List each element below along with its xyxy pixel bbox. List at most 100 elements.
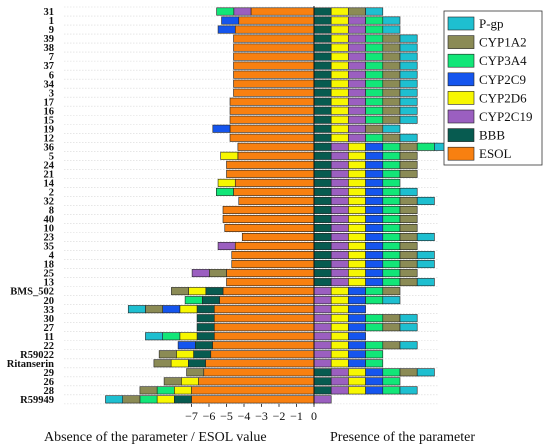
present-cyp2c9-segment	[348, 341, 366, 350]
present-bbb-segment	[313, 178, 332, 187]
present-p-gp-segment	[399, 106, 418, 115]
present-cyp2d6-segment	[348, 151, 366, 160]
present-cyp2d6-segment	[330, 88, 349, 97]
compound-label: 5	[49, 151, 54, 162]
present-bbb-segment	[313, 169, 332, 178]
esol-bar	[229, 133, 315, 142]
present-cyp1a2-segment	[382, 79, 401, 88]
x-tick-label: −2	[273, 409, 286, 423]
present-cyp2d6-segment	[348, 242, 366, 251]
present-cyp3a4-segment	[382, 196, 401, 205]
esol-bar	[229, 115, 315, 124]
present-cyp2c9-segment	[365, 269, 384, 278]
present-cyp2c19-segment	[348, 25, 366, 34]
present-bbb-segment	[313, 233, 332, 242]
present-cyp1a2-segment	[382, 323, 401, 332]
present-cyp1a2-segment	[399, 142, 418, 151]
present-cyp1a2-segment	[382, 106, 401, 115]
present-cyp2c19-segment	[348, 43, 366, 52]
compound-label: 28	[44, 386, 55, 397]
present-bbb-segment	[313, 187, 332, 196]
present-p-gp-segment	[399, 79, 418, 88]
present-cyp2d6-segment	[348, 160, 366, 169]
x-axis-ticks: −7 −6 −5 −4 −3 −2 −1 0	[185, 403, 317, 423]
compound-label: 36	[44, 142, 55, 153]
compound-label: 4	[49, 251, 55, 262]
present-cyp3a4-segment	[365, 16, 384, 25]
compound-label: 37	[44, 61, 55, 72]
present-cyp3a4-segment	[365, 43, 384, 52]
present-cyp3a4-segment	[382, 386, 401, 395]
present-cyp3a4-segment	[382, 377, 401, 386]
present-bbb-segment	[313, 16, 332, 25]
present-cyp3a4-segment	[382, 214, 401, 223]
present-cyp2c19-segment	[348, 115, 366, 124]
absent-cyp1a2-segment	[139, 386, 158, 395]
compound-label: 32	[44, 197, 55, 208]
present-cyp2c9-segment	[348, 296, 366, 305]
esol-bar	[233, 34, 315, 43]
present-cyp2c19-segment	[330, 377, 349, 386]
present-bbb-segment	[313, 251, 332, 260]
present-cyp2d6-segment	[330, 323, 349, 332]
present-cyp3a4-segment	[365, 359, 384, 368]
esol-bar	[233, 187, 315, 196]
compound-labels: 3119393873763431716151912365242114232840…	[7, 7, 55, 406]
present-cyp3a4-segment	[382, 233, 401, 242]
present-bbb-segment	[313, 223, 332, 232]
absent-cyp3a4-segment	[216, 7, 235, 16]
present-cyp2d6-segment	[330, 350, 349, 359]
present-cyp3a4-segment	[365, 133, 384, 142]
present-cyp2c9-segment	[365, 223, 384, 232]
present-cyp2c9-segment	[365, 196, 384, 205]
absent-cyp2d6-segment	[188, 287, 207, 296]
absent-cyp2d6-segment	[220, 151, 239, 160]
x-tick-label: −3	[255, 409, 268, 423]
present-p-gp-segment	[365, 7, 384, 16]
compound-label: 34	[44, 79, 55, 90]
absent-cyp1a2-segment	[186, 368, 205, 377]
present-cyp3a4-segment	[365, 296, 384, 305]
absent-cyp3a4-segment	[162, 332, 181, 341]
absent-cyp3a4-segment	[184, 296, 203, 305]
present-cyp1a2-segment	[399, 242, 418, 251]
present-cyp1a2-segment	[399, 368, 418, 377]
compound-label: 16	[44, 106, 55, 117]
present-cyp3a4-segment	[365, 106, 384, 115]
present-cyp1a2-segment	[365, 124, 384, 133]
compound-label: 38	[44, 43, 55, 54]
present-cyp2c19-segment	[313, 314, 332, 323]
esol-bar	[234, 242, 315, 251]
present-cyp3a4-segment	[382, 368, 401, 377]
present-cyp2c19-segment	[348, 88, 366, 97]
absent-cyp2d6-segment	[170, 359, 189, 368]
esol-bar	[233, 61, 315, 70]
compound-label: 10	[44, 224, 55, 235]
present-bbb-segment	[313, 25, 332, 34]
present-cyp2d6-segment	[348, 223, 366, 232]
x-tick-label: −7	[185, 409, 198, 423]
esol-bar	[231, 260, 315, 269]
present-cyp2c19-segment	[330, 260, 349, 269]
legend-swatch-bbb	[447, 128, 475, 142]
present-cyp2c19-segment	[330, 386, 349, 395]
present-cyp2c19-segment	[348, 52, 366, 61]
present-cyp2c19-segment	[330, 269, 349, 278]
present-p-gp-segment	[416, 260, 435, 269]
absent-cyp2c19-segment	[191, 269, 210, 278]
x-tick-label: −6	[203, 409, 216, 423]
present-cyp2c19-segment	[348, 133, 366, 142]
present-cyp2d6-segment	[330, 305, 349, 314]
absent-bbb-segment	[205, 287, 224, 296]
present-p-gp-segment	[382, 124, 401, 133]
present-cyp2c19-segment	[330, 187, 349, 196]
present-p-gp-segment	[416, 368, 435, 377]
present-cyp1a2-segment	[399, 151, 418, 160]
present-bbb-segment	[313, 79, 332, 88]
esol-bar	[237, 142, 315, 151]
present-cyp2c19-segment	[330, 196, 349, 205]
present-bbb-segment	[313, 106, 332, 115]
present-cyp1a2-segment	[382, 61, 401, 70]
present-cyp3a4-segment	[382, 178, 401, 187]
